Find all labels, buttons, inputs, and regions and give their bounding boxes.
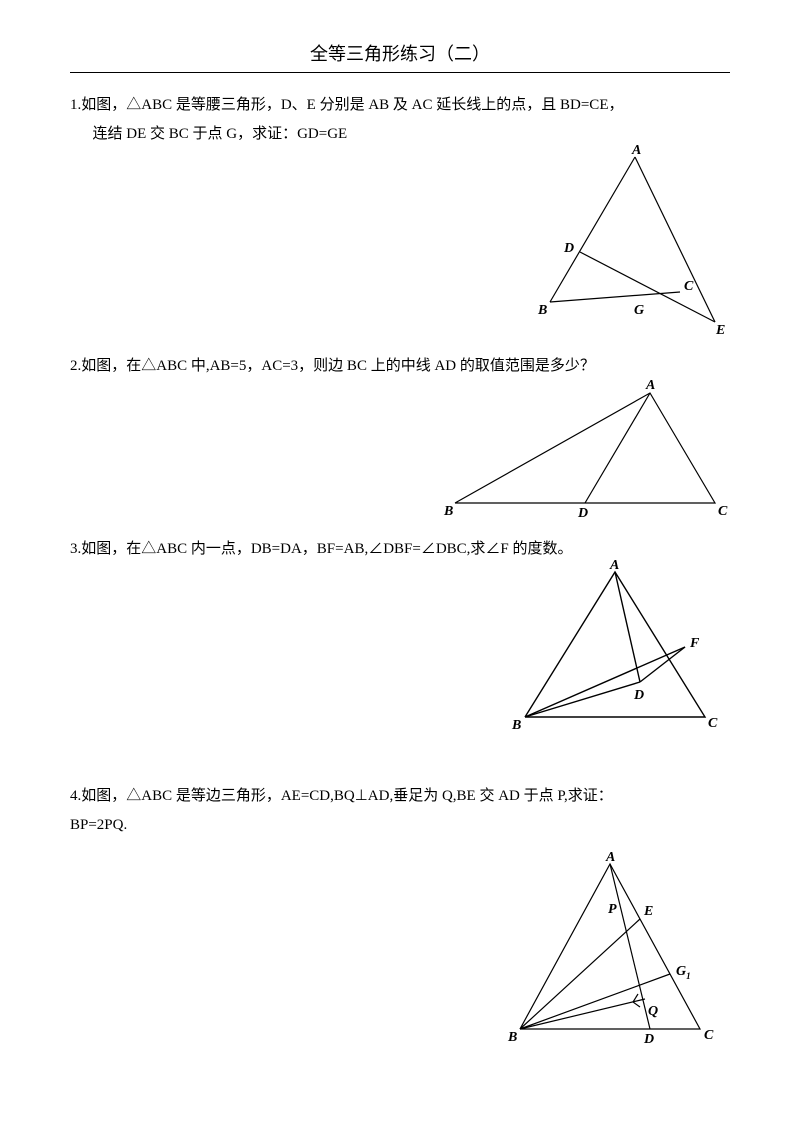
label-C: C [718,504,728,519]
title-underline [70,72,730,73]
problem-3-figure: A B C D F [500,557,730,737]
label-D: D [633,688,644,703]
label-C: C [684,279,694,294]
label-A: A [631,143,641,158]
label-A: A [609,558,619,573]
problem-1-figure: A B C D E G [530,142,730,337]
spacer [70,752,730,782]
label-D: D [563,241,574,256]
label-Q: Q [648,1004,658,1019]
problem-4-text: 4.如图，△ABC 是等边三角形，AE=CD,BQ⊥AD,垂足为 Q,BE 交 … [70,782,730,839]
label-E: E [643,904,653,919]
problem-4-figure-wrap: A B C D E P Q G1 [70,849,730,1054]
label-C: C [704,1028,714,1043]
problem-1-line1: 1.如图，△ABC 是等腰三角形，D、E 分别是 AB 及 AC 延长线上的点，… [70,91,730,120]
label-A: A [645,378,655,393]
label-P: P [608,902,617,917]
problem-1-text: 1.如图，△ABC 是等腰三角形，D、E 分别是 AB 及 AC 延长线上的点，… [70,91,730,148]
label-F: F [689,636,700,651]
label-B: B [537,303,547,318]
problem-2-figure: A B C D [440,375,730,520]
worksheet-page: 全等三角形练习（二） 1.如图，△ABC 是等腰三角形，D、E 分别是 AB 及… [0,0,800,1104]
label-D: D [643,1032,654,1047]
label-G: G [634,303,644,318]
label-B: B [507,1030,517,1045]
label-B: B [511,718,521,733]
label-A: A [605,850,615,865]
problem-2-figure-wrap: A B C D [70,375,730,525]
label-D: D [577,506,588,520]
label-G1: G1 [676,964,691,981]
problem-4-line2: BP=2PQ. [70,811,730,840]
label-E: E [715,323,725,337]
problem-4-figure: A B C D E P Q G1 [500,849,730,1049]
problem-4: 4.如图，△ABC 是等边三角形，AE=CD,BQ⊥AD,垂足为 Q,BE 交 … [70,782,730,1054]
label-C: C [708,716,718,731]
problem-2: 2.如图，在△ABC 中,AB=5，AC=3，则边 BC 上的中线 AD 的取值… [70,352,730,525]
problem-4-line1: 4.如图，△ABC 是等边三角形，AE=CD,BQ⊥AD,垂足为 Q,BE 交 … [70,782,730,811]
page-title: 全等三角形练习（二） [70,40,730,66]
problem-1: 1.如图，△ABC 是等腰三角形，D、E 分别是 AB 及 AC 延长线上的点，… [70,91,730,342]
problem-3: 3.如图，在△ABC 内一点，DB=DA，BF=AB,∠DBF=∠DBC,求∠F… [70,535,730,743]
label-B: B [443,504,453,519]
problem-1-figure-wrap: A B C D E G [70,142,730,342]
problem-3-figure-wrap: A B C D F [70,557,730,742]
